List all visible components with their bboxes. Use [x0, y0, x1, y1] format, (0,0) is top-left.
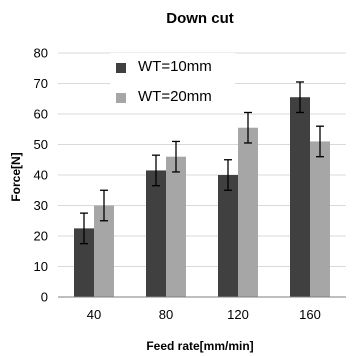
y-tick-label: 70: [34, 76, 48, 91]
y-tick-label: 20: [34, 229, 48, 244]
y-tick-label: 0: [41, 290, 48, 305]
legend-swatch: [116, 63, 126, 73]
bar: [94, 205, 114, 297]
y-tick-label: 30: [34, 198, 48, 213]
x-tick-label: 80: [159, 307, 173, 322]
y-axis-label: Force[N]: [9, 152, 23, 201]
y-tick-label: 50: [34, 137, 48, 152]
y-tick-label: 40: [34, 168, 48, 183]
bar: [218, 175, 238, 297]
bar: [310, 141, 330, 297]
legend-label: WT=20mm: [138, 88, 212, 105]
bars: [74, 97, 330, 297]
bar: [238, 127, 258, 297]
legend-swatch: [116, 93, 126, 103]
x-tick-label: 160: [299, 307, 321, 322]
error-bars: [80, 81, 324, 245]
y-tick-label: 60: [34, 107, 48, 122]
bar: [74, 228, 94, 297]
y-tick-label: 10: [34, 259, 48, 274]
legend: WT=10mm WT=20mm: [110, 53, 235, 113]
legend-label: WT=10mm: [138, 58, 212, 75]
chart-title: Down cut: [166, 10, 234, 27]
bar: [166, 156, 186, 297]
x-tick-labels: 40 80 120 160: [87, 307, 321, 322]
legend-background: [110, 53, 235, 113]
y-tick-labels: 0 10 20 30 40 50 60 70 80: [34, 46, 48, 305]
x-tick-label: 120: [227, 307, 249, 322]
x-axis-label: Feed rate[mm/min]: [146, 339, 253, 353]
x-tick-label: 40: [87, 307, 101, 322]
y-tick-label: 80: [34, 46, 48, 61]
bar: [146, 170, 166, 297]
bar: [290, 97, 310, 297]
